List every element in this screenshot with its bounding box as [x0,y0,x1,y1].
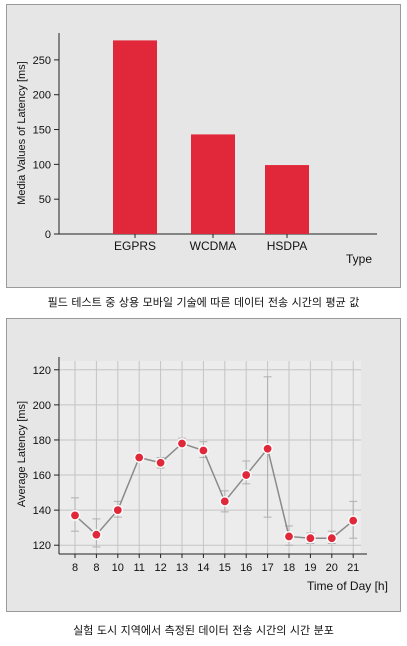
bar-egprs [113,40,157,235]
x-tick-label: 19 [304,562,316,574]
data-point [283,531,295,542]
x-tick-label: 17 [261,562,273,574]
data-point [176,438,188,449]
bar-chart-panel: 0 50 100 150 200 250 EGPRS WCDMA HSDPA Media Val… [6,4,401,288]
y-tick-label: 200 [33,90,51,102]
x-tick-label: 14 [197,562,209,574]
bar-chart-y-axis-label: Media Values of Latency [ms] [16,61,28,204]
y-tick-label: 50 [39,194,51,206]
bar-chart-x-axis-label: Type [346,252,372,266]
data-point [240,469,252,481]
data-point [112,504,124,516]
data-point [326,532,338,544]
x-tick-label: 20 [326,562,338,574]
x-tick-label: 16 [240,562,252,574]
data-point [198,445,209,456]
x-tick-label: WCDMA [190,239,237,253]
line-chart-x-axis-label: Time of Day [h] [307,579,388,593]
data-point [133,452,145,463]
x-tick-label: 18 [283,562,295,574]
x-tick-label: 10 [112,562,124,574]
x-tick-label: 15 [219,562,231,574]
data-point [347,515,359,526]
bar-chart: 0 50 100 150 200 250 EGPRS WCDMA HSDPA Media Val… [16,33,377,266]
bar-hsdpa [265,165,309,234]
y-tick-label: 250 [33,55,51,67]
x-tick-label: 21 [347,562,359,574]
x-tick-label: 8 [72,562,78,574]
bar-chart-bars [113,40,309,235]
data-point [155,457,166,469]
data-point [91,529,102,540]
y-tick-label: 100 [33,159,51,171]
bar-wcdma [191,134,235,234]
bar-chart-caption: 필드 테스트 중 상용 모바일 기술에 따른 데이터 전송 시간의 평균 값 [47,296,360,309]
y-tick-label: 0 [45,229,51,241]
x-tick-label: HSDPA [267,239,307,253]
y-tick-label: 200 [33,400,51,412]
bar-chart-labels: 0 50 100 150 200 250 EGPRS WCDMA HSDPA [33,55,308,253]
y-tick-label: 120 [33,365,51,377]
line-chart-axes [54,357,367,558]
x-tick-label: 13 [176,562,188,574]
line-chart-labels: 120 140 160 180 200 120 8 8 10 11 12 13 14 15 16 17 18 19… [33,365,360,574]
y-tick-label: 120 [33,540,51,552]
x-tick-label: 11 [133,562,144,574]
line-chart-panel: 120 140 160 180 200 120 8 8 10 11 12 13 14 15 16 17 18 19… [6,318,401,612]
x-tick-label: EGPRS [114,239,156,253]
y-tick-label: 180 [33,435,51,447]
line-chart-caption: 실험 도시 지역에서 측정된 데이터 전송 시간의 시간 분포 [73,624,334,637]
line-chart: 120 140 160 180 200 120 8 8 10 11 12 13 14 15 16 17 18 19… [16,357,388,593]
x-tick-label: 8 [93,562,99,574]
data-point [69,510,81,521]
data-point [219,496,231,507]
y-tick-label: 160 [33,470,51,482]
y-tick-label: 150 [33,125,51,137]
data-point [305,532,316,544]
x-tick-label: 12 [154,562,166,574]
line-chart-points [69,438,359,544]
y-tick-label: 140 [33,505,51,517]
line-chart-y-axis-label: Average Latency [ms] [16,401,28,507]
data-point [262,443,273,455]
